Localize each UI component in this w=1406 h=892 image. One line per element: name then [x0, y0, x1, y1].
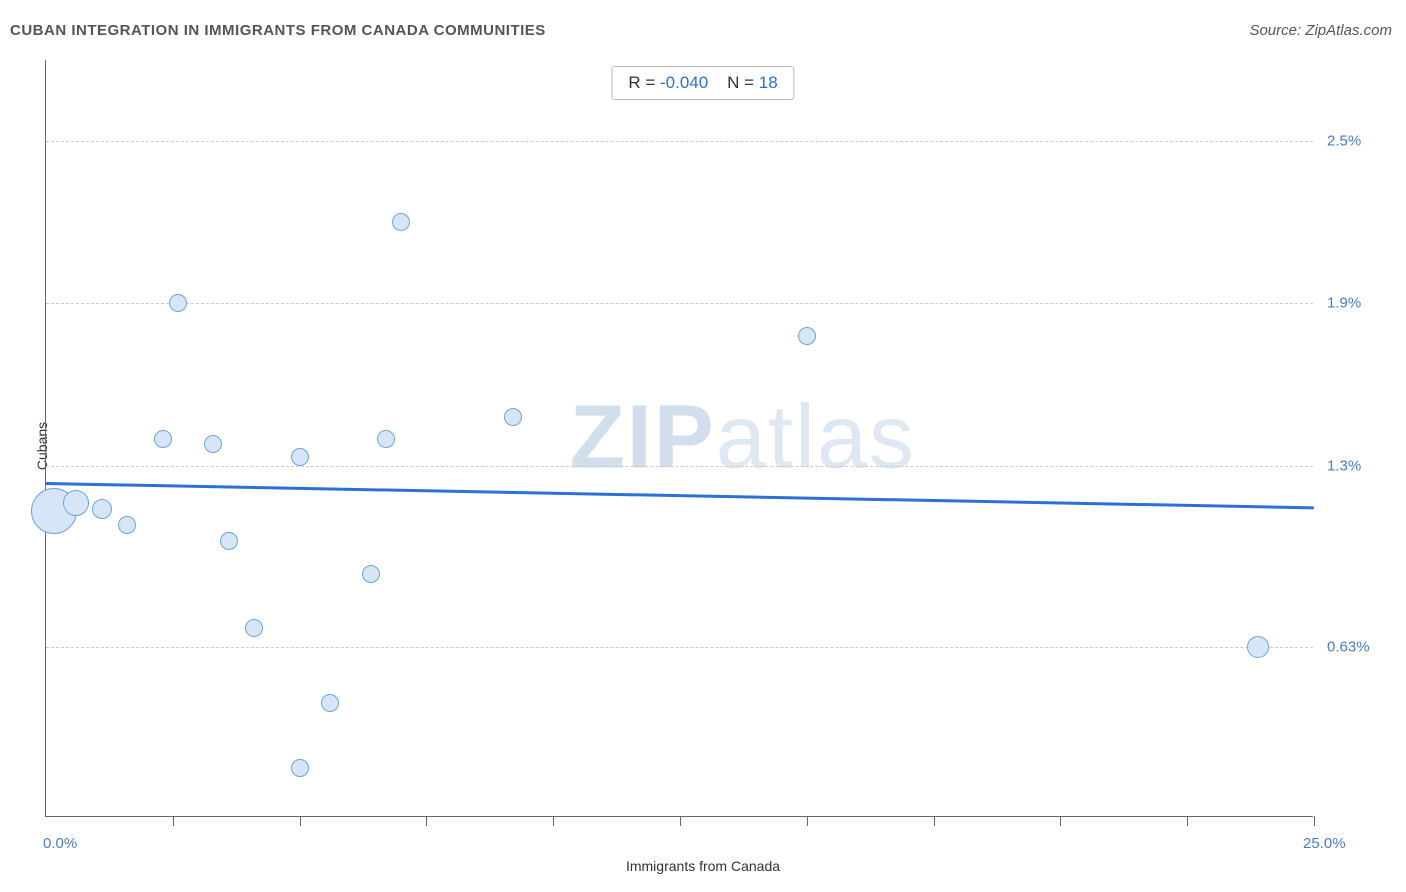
data-point: [169, 294, 187, 312]
gridline: [46, 141, 1313, 142]
y-tick-label: 2.5%: [1327, 133, 1361, 150]
x-tick: [680, 816, 681, 826]
watermark-bold: ZIP: [570, 388, 716, 488]
data-point: [118, 516, 136, 534]
data-point: [377, 430, 395, 448]
data-point: [504, 408, 522, 426]
data-point: [798, 327, 816, 345]
data-point: [362, 565, 380, 583]
r-label: R =: [628, 73, 660, 92]
x-tick: [173, 816, 174, 826]
y-tick-label: 1.9%: [1327, 295, 1361, 312]
n-label: N =: [727, 73, 759, 92]
gridline: [46, 303, 1313, 304]
data-point: [204, 435, 222, 453]
x-tick: [426, 816, 427, 826]
y-tick-label: 1.3%: [1327, 457, 1361, 474]
data-point: [154, 430, 172, 448]
watermark-light: atlas: [716, 388, 916, 488]
gridline: [46, 466, 1313, 467]
data-point: [291, 759, 309, 777]
x-tick: [934, 816, 935, 826]
data-point: [291, 448, 309, 466]
data-point: [1247, 636, 1269, 658]
x-tick: [553, 816, 554, 826]
data-point: [63, 490, 89, 516]
r-value: -0.040: [660, 73, 708, 92]
n-value: 18: [759, 73, 778, 92]
x-axis-label: Immigrants from Canada: [626, 858, 780, 874]
data-point: [220, 532, 238, 550]
data-point: [245, 619, 263, 637]
source-attribution: Source: ZipAtlas.com: [1249, 22, 1392, 39]
x-tick: [807, 816, 808, 826]
x-max-label: 25.0%: [1303, 835, 1346, 852]
x-tick: [1060, 816, 1061, 826]
watermark: ZIPatlas: [570, 387, 916, 490]
y-tick-label: 0.63%: [1327, 638, 1370, 655]
data-point: [321, 694, 339, 712]
x-tick: [1187, 816, 1188, 826]
x-tick: [300, 816, 301, 826]
x-tick: [1314, 816, 1315, 826]
data-point: [392, 213, 410, 231]
gridline: [46, 647, 1313, 648]
data-point: [92, 499, 112, 519]
plot-area: ZIPatlas: [45, 60, 1313, 817]
stats-box: R = -0.040 N = 18: [611, 66, 794, 100]
regression-line: [46, 482, 1314, 509]
chart-title: CUBAN INTEGRATION IN IMMIGRANTS FROM CAN…: [10, 22, 546, 39]
x-min-label: 0.0%: [43, 835, 77, 852]
